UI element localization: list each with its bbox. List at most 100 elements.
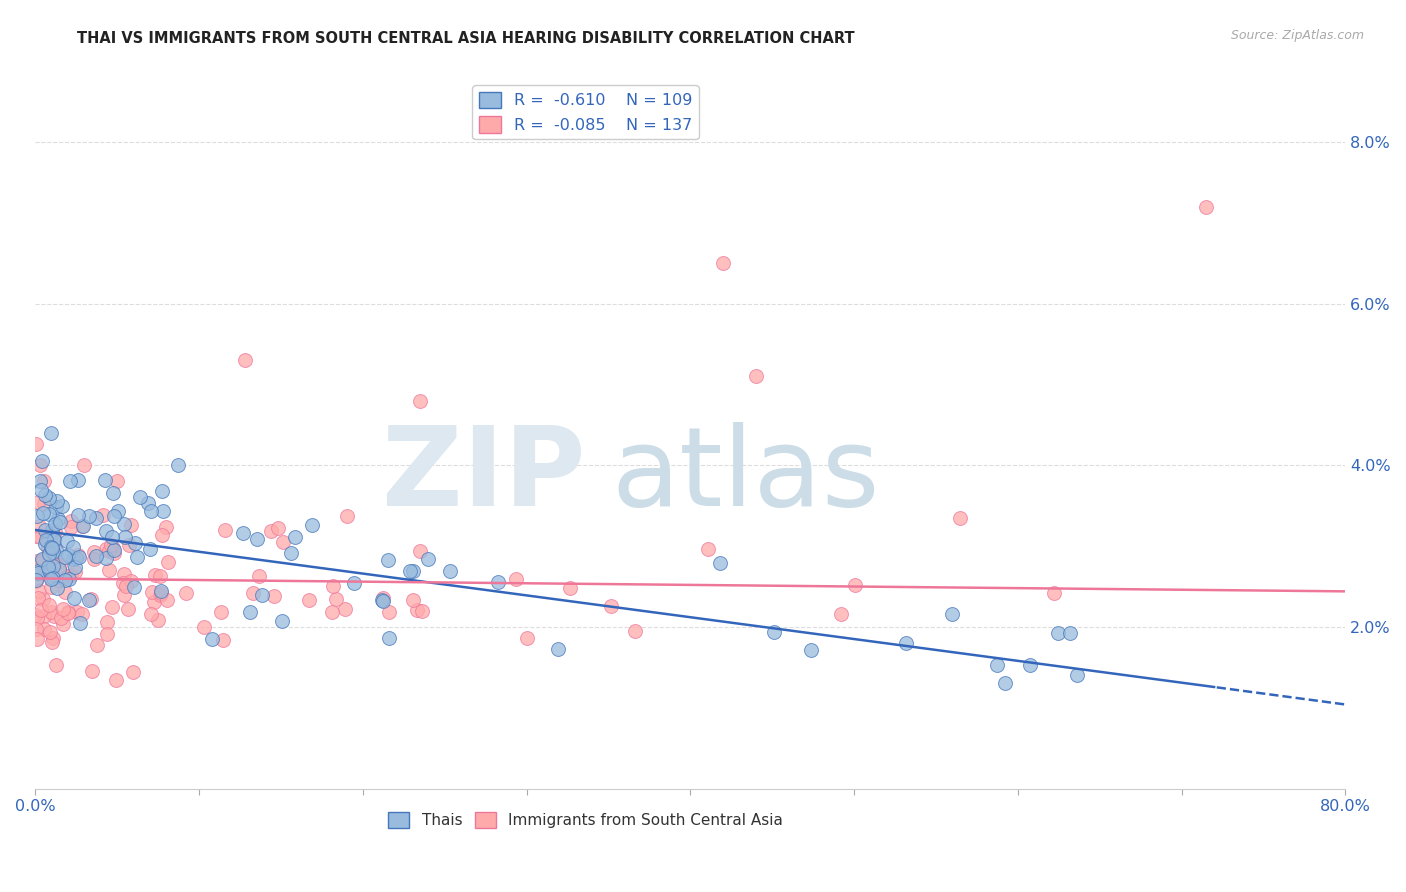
- Point: [125, 550, 148, 565]
- Point: [42, 631, 65, 645]
- Point: [42, 532, 65, 546]
- Point: [941, 607, 963, 621]
- Point: [260, 524, 283, 538]
- Point: [25, 573, 48, 587]
- Point: [103, 508, 125, 523]
- Point: [800, 643, 823, 657]
- Point: [39, 581, 62, 595]
- Point: [42, 559, 65, 574]
- Point: [711, 256, 734, 270]
- Point: [214, 523, 236, 537]
- Point: [38, 508, 60, 522]
- Point: [174, 585, 197, 599]
- Point: [120, 574, 142, 588]
- Point: [239, 605, 262, 619]
- Point: [516, 632, 538, 646]
- Point: [34, 497, 56, 511]
- Point: [547, 642, 569, 657]
- Point: [416, 552, 439, 566]
- Point: [27, 564, 49, 578]
- Point: [83, 552, 105, 566]
- Point: [67, 473, 90, 487]
- Point: [49, 558, 72, 573]
- Point: [166, 458, 188, 472]
- Point: [24, 563, 46, 577]
- Point: [53, 549, 76, 564]
- Point: [62, 540, 84, 554]
- Point: [271, 534, 294, 549]
- Point: [38, 527, 60, 541]
- Point: [27, 494, 49, 508]
- Point: [38, 598, 60, 612]
- Legend: Thais, Immigrants from South Central Asia: Thais, Immigrants from South Central Asi…: [382, 806, 789, 834]
- Point: [399, 564, 422, 578]
- Point: [28, 584, 51, 599]
- Point: [122, 580, 145, 594]
- Point: [65, 550, 87, 565]
- Point: [101, 541, 124, 555]
- Point: [56, 548, 79, 562]
- Point: [986, 657, 1008, 672]
- Point: [45, 658, 67, 673]
- Point: [34, 562, 56, 576]
- Point: [39, 605, 62, 619]
- Point: [94, 524, 117, 539]
- Point: [32, 475, 55, 489]
- Point: [91, 508, 114, 523]
- Point: [301, 518, 323, 533]
- Point: [149, 586, 172, 600]
- Point: [98, 544, 121, 558]
- Point: [62, 552, 84, 566]
- Point: [44, 525, 66, 540]
- Point: [150, 527, 173, 541]
- Point: [41, 635, 63, 649]
- Point: [70, 607, 93, 621]
- Point: [409, 393, 432, 408]
- Point: [31, 454, 53, 468]
- Point: [39, 526, 62, 541]
- Point: [486, 574, 509, 589]
- Point: [48, 562, 70, 576]
- Point: [39, 625, 62, 640]
- Point: [96, 615, 118, 629]
- Point: [844, 578, 866, 592]
- Point: [38, 491, 60, 505]
- Point: [247, 569, 270, 583]
- Point: [283, 530, 305, 544]
- Point: [51, 499, 73, 513]
- Point: [72, 519, 94, 533]
- Point: [24, 574, 46, 588]
- Point: [560, 581, 582, 595]
- Point: [25, 554, 48, 568]
- Point: [377, 553, 399, 567]
- Point: [28, 556, 51, 570]
- Point: [96, 541, 118, 556]
- Point: [896, 636, 918, 650]
- Point: [1059, 626, 1081, 640]
- Point: [59, 568, 82, 582]
- Point: [28, 519, 51, 533]
- Point: [118, 538, 141, 552]
- Point: [67, 549, 90, 564]
- Point: [117, 602, 139, 616]
- Point: [100, 538, 122, 552]
- Point: [34, 564, 56, 578]
- Point: [101, 529, 124, 543]
- Point: [406, 603, 429, 617]
- Point: [73, 458, 96, 473]
- Point: [124, 536, 146, 550]
- Point: [46, 581, 69, 595]
- Point: [53, 573, 76, 587]
- Point: [41, 540, 63, 554]
- Point: [77, 509, 100, 524]
- Point: [105, 475, 128, 489]
- Point: [149, 583, 172, 598]
- Point: [280, 546, 302, 560]
- Text: ZIP: ZIP: [382, 422, 585, 529]
- Point: [56, 606, 79, 620]
- Point: [84, 549, 107, 563]
- Point: [35, 533, 58, 547]
- Point: [42, 571, 65, 585]
- Point: [27, 611, 49, 625]
- Point: [143, 567, 166, 582]
